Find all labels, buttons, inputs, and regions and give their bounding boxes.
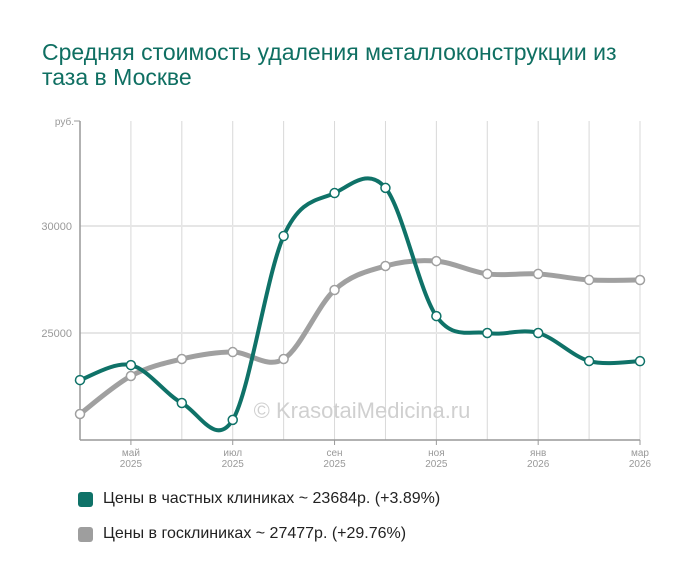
x-tick-month: ноя (428, 448, 445, 459)
data-point-public (431, 255, 442, 267)
data-point-private (278, 230, 289, 242)
data-point-public (176, 353, 188, 365)
data-point-public (125, 370, 137, 382)
legend-label-private: Цены в частных клиниках ~ 23684р. (+3.89… (103, 490, 441, 507)
x-tick-month: июл (223, 448, 242, 459)
data-point-private (227, 414, 238, 426)
x-tick-year: 2025 (323, 459, 346, 470)
x-tick-month: сен (326, 448, 342, 459)
data-point-private (583, 355, 595, 367)
x-tick-year: 2026 (629, 459, 652, 470)
data-point-private (74, 374, 86, 386)
x-tick-year: 2025 (425, 459, 448, 470)
x-tick-month: янв (530, 448, 546, 459)
data-point-public (634, 274, 646, 286)
data-point-public (227, 346, 238, 358)
series-line-private (78, 176, 642, 433)
data-point-private (532, 327, 544, 339)
data-point-private (634, 355, 646, 367)
y-tick-label: 25000 (41, 328, 72, 340)
data-point-private (431, 310, 442, 322)
data-point-private (125, 359, 137, 371)
data-point-public (278, 353, 289, 365)
legend-label-public: Цены в госклиниках ~ 27477р. (+29.76%) (103, 525, 407, 542)
legend-swatch-public (78, 526, 93, 542)
watermark: © KrasotaiMedicina.ru (254, 398, 471, 423)
chart-title: Средняя стоимость удаления металлоконстр… (42, 39, 617, 90)
legend-item-public: Цены в госклиниках ~ 27477р. (+29.76%) (78, 525, 406, 543)
y-axis-label: руб. (55, 116, 74, 128)
x-tick-year: 2025 (120, 459, 143, 470)
data-point-private (380, 182, 391, 194)
x-tick-month: май (122, 448, 140, 459)
data-point-private (329, 187, 340, 199)
data-point-public (329, 284, 340, 296)
x-tick-year: 2026 (527, 459, 550, 470)
y-tick-label: 30000 (41, 221, 72, 233)
legend-swatch-private (78, 491, 93, 507)
data-point-public (74, 408, 86, 420)
x-tick-month: мар (631, 448, 649, 459)
legend-item-private: Цены в частных клиниках ~ 23684р. (+3.89… (78, 490, 440, 508)
data-point-public (583, 274, 595, 286)
data-point-public (482, 268, 493, 280)
x-tick-year: 2025 (222, 459, 245, 470)
data-point-private (482, 327, 493, 339)
data-point-public (532, 268, 544, 280)
data-point-private (176, 397, 188, 409)
data-point-public (380, 260, 391, 272)
